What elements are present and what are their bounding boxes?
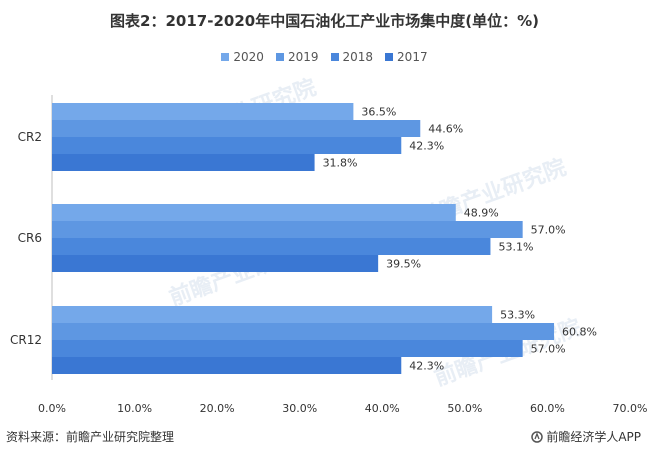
category-label-CR12: CR12 bbox=[10, 333, 42, 347]
legend-item-2019: 2019 bbox=[275, 50, 319, 64]
data-label: 53.3% bbox=[500, 309, 535, 322]
data-label: 60.8% bbox=[562, 326, 597, 339]
bar-CR6-2018 bbox=[52, 238, 491, 255]
legend-label: 2017 bbox=[397, 50, 428, 64]
legend-item-2020: 2020 bbox=[221, 50, 264, 64]
x-tick-label: 40.0% bbox=[365, 402, 400, 415]
category-label-CR2: CR2 bbox=[18, 130, 42, 144]
brand-credit: 前瞻经济学人APP bbox=[531, 428, 641, 445]
legend-item-2017: 2017 bbox=[385, 50, 428, 64]
chart-title: 图表2：2017-2020年中国石油化工产业市场集中度(单位：%) bbox=[110, 12, 539, 30]
legend-swatch bbox=[275, 53, 284, 61]
bar-CR12-2020 bbox=[52, 306, 493, 323]
bar-CR12-2019 bbox=[52, 323, 555, 340]
bar-CR2-2019 bbox=[52, 120, 421, 137]
bar-CR12-2017 bbox=[52, 357, 402, 374]
bar-CR6-2020 bbox=[52, 204, 456, 221]
x-tick-label: 60.0% bbox=[530, 402, 565, 415]
brand-name: 前瞻经济学人APP bbox=[546, 430, 641, 444]
data-label: 36.5% bbox=[361, 106, 396, 119]
legend-swatch bbox=[330, 53, 339, 61]
legend: 2020 2019 2018 2017 bbox=[0, 50, 649, 64]
bar-CR6-2019 bbox=[52, 221, 523, 238]
brand-logo-icon bbox=[531, 430, 544, 443]
legend-swatch bbox=[221, 53, 230, 61]
bar-CR6-2017 bbox=[52, 255, 379, 272]
legend-label: 2019 bbox=[287, 50, 319, 64]
legend-swatch bbox=[385, 53, 394, 61]
data-label: 42.3% bbox=[409, 360, 444, 373]
data-label: 42.3% bbox=[409, 140, 444, 153]
data-label: 31.8% bbox=[323, 157, 358, 170]
legend-label: 2020 bbox=[233, 50, 264, 64]
data-label: 57.0% bbox=[531, 343, 566, 356]
data-label: 44.6% bbox=[428, 123, 463, 136]
source-note: 资料来源：前瞻产业研究院整理 bbox=[6, 430, 175, 444]
x-tick-label: 0.0% bbox=[38, 402, 66, 415]
bar-CR2-2018 bbox=[52, 137, 402, 154]
data-label: 48.9% bbox=[464, 207, 499, 220]
bar-CR2-2020 bbox=[52, 103, 354, 120]
x-tick-label: 20.0% bbox=[200, 402, 235, 415]
data-label: 53.1% bbox=[498, 241, 533, 254]
legend-item-2018: 2018 bbox=[330, 50, 374, 64]
data-label: 39.5% bbox=[386, 258, 421, 271]
x-tick-label: 30.0% bbox=[282, 402, 317, 415]
x-tick-label: 50.0% bbox=[447, 402, 482, 415]
x-tick-label: 10.0% bbox=[117, 402, 152, 415]
bar-CR12-2018 bbox=[52, 340, 523, 357]
legend-label: 2018 bbox=[342, 50, 374, 64]
category-label-CR6: CR6 bbox=[18, 231, 42, 245]
data-label: 57.0% bbox=[531, 224, 566, 237]
bar-CR2-2017 bbox=[52, 154, 315, 171]
x-tick-label: 70.0% bbox=[613, 402, 648, 415]
